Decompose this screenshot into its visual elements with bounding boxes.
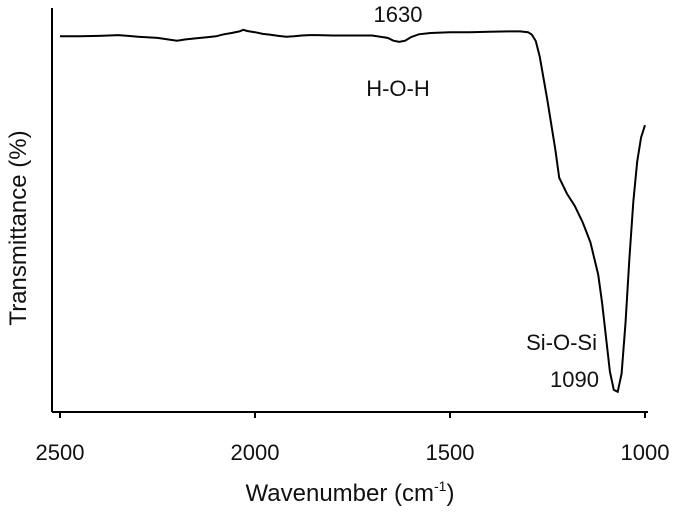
x-ticks: 2500 2000 1500 1000: [36, 412, 670, 465]
annotation-1090: 1090: [550, 367, 599, 392]
x-tick-label-2500: 2500: [36, 440, 85, 465]
x-axis-title-text: Wavenumber (cm: [246, 480, 434, 507]
series-line: [60, 28, 646, 394]
annotation-h-o-h: H-O-H: [366, 76, 430, 101]
x-tick-label-2000: 2000: [231, 440, 280, 465]
annotation-si-o-si: Si-O-Si: [526, 330, 597, 355]
annotation-1630: 1630: [374, 2, 423, 27]
x-tick-label-1000: 1000: [621, 440, 670, 465]
x-tick-label-1500: 1500: [426, 440, 475, 465]
x-axis-title-close: ): [446, 480, 454, 507]
x-axis-title-sup: -1: [434, 478, 447, 494]
y-axis-title: Transmittance (%): [5, 130, 32, 325]
x-axis-title: Wavenumber (cm-1): [246, 478, 455, 507]
